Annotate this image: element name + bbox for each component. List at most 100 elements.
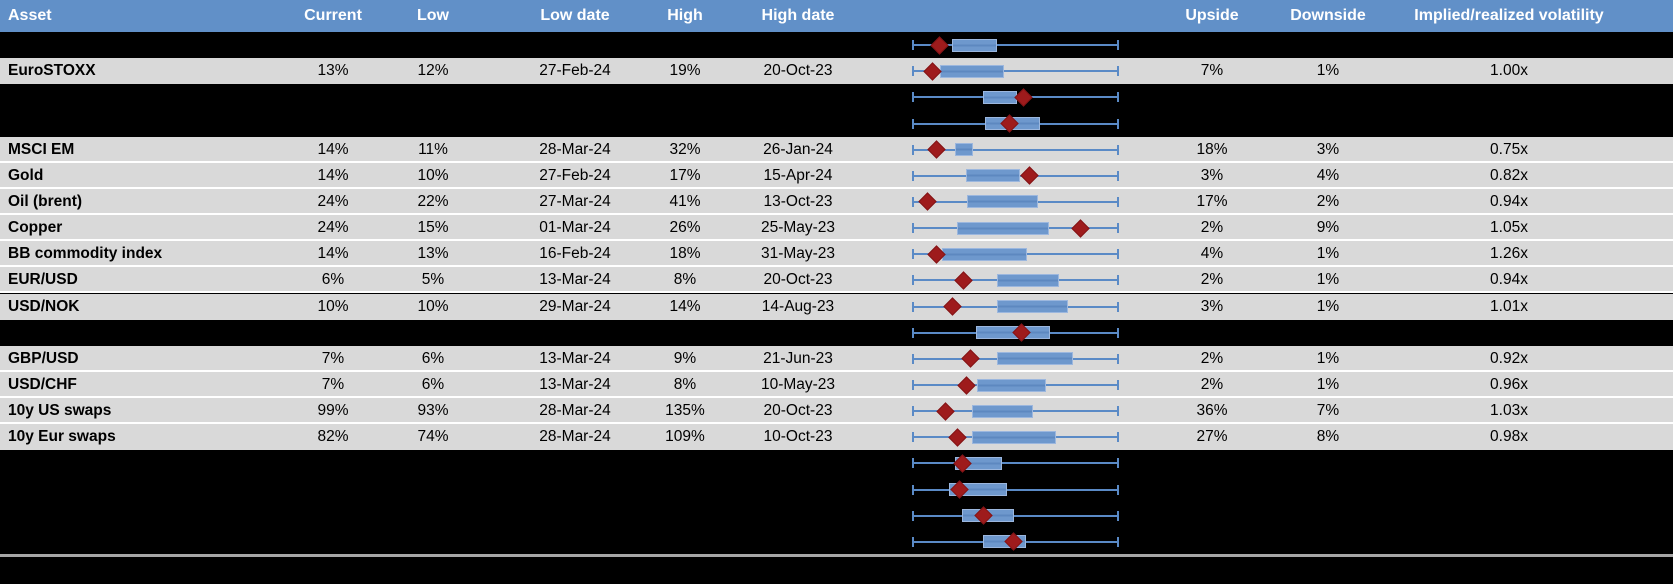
cell-upside: 18% xyxy=(1196,140,1228,158)
cell-current: 6% xyxy=(321,271,345,289)
cell-current: 10% xyxy=(317,297,349,315)
cell-low-date: 27-Mar-24 xyxy=(539,192,611,210)
column-header-upside: Upside xyxy=(1185,7,1239,24)
table-row: GBP/USD 7% 6% 13-Mar-24 9% 21-Jun-23 2% 1% 0.92x xyxy=(0,345,1673,372)
cell-upside: 27% xyxy=(1196,428,1228,446)
cell-impl-real: 0.82x xyxy=(1490,166,1528,184)
cell-high: 41% xyxy=(669,192,701,210)
cell-downside: 3% xyxy=(1316,140,1340,158)
table-row: USD/NOK 10% 10% 29-Mar-24 14% 14-Aug-23 3% 1% 1.… xyxy=(0,293,1673,320)
cell-low: 74% xyxy=(417,428,449,446)
cell-upside: 7% xyxy=(1200,62,1224,80)
cell-high: 8% xyxy=(673,376,697,393)
cell-high-date: 10-Oct-23 xyxy=(763,428,833,446)
table-row: MSCI EM 14% 11% 28-Mar-24 32% 26-Jan-24 18% 3% 0… xyxy=(0,136,1673,163)
cell-upside: 2% xyxy=(1200,349,1224,367)
cell-upside: 3% xyxy=(1200,166,1224,184)
cell-asset: Oil (brent) xyxy=(8,192,83,210)
cell-current: 7% xyxy=(321,376,345,393)
table-row: EUR/USD 6% 5% 13-Mar-24 8% 20-Oct-23 2% 1% 0.94x xyxy=(0,267,1673,294)
cell-upside: 2% xyxy=(1200,376,1224,393)
cell-current: 24% xyxy=(317,219,349,237)
cell-high-date: 15-Apr-24 xyxy=(763,166,833,184)
cell-impl-real: 0.96x xyxy=(1490,376,1528,393)
cell-low-date: 13-Mar-24 xyxy=(539,349,611,367)
cell-upside: 2% xyxy=(1200,219,1224,237)
cell-low: 11% xyxy=(418,140,448,158)
cell-high-date: 10-May-23 xyxy=(760,376,836,393)
cell-asset: USD/CHF xyxy=(8,376,77,393)
cell-low: 15% xyxy=(417,219,449,237)
cell-current: 7% xyxy=(321,349,345,367)
cell-low: 22% xyxy=(417,192,449,210)
cell-upside: 36% xyxy=(1196,402,1228,420)
table-row: 10y US swaps 99% 93% 28-Mar-24 135% 20-Oct-23… xyxy=(0,398,1673,425)
cell-impl-real: 1.01x xyxy=(1490,297,1528,315)
cell-low: 93% xyxy=(417,402,449,420)
table-row: 10y Eur swaps 82% 74% 28-Mar-24 109% 10-Oct-2… xyxy=(0,424,1673,451)
hidden-row xyxy=(0,84,1673,111)
cell-low: 12% xyxy=(417,62,449,80)
cell-low-date: 28-Mar-24 xyxy=(539,428,611,446)
cell-upside: 17% xyxy=(1196,192,1228,210)
cell-current: 99% xyxy=(317,402,349,420)
cell-low-date: 16-Feb-24 xyxy=(539,245,611,263)
hidden-row xyxy=(0,528,1673,555)
cell-high: 32% xyxy=(669,140,701,158)
cell-high-date: 25-May-23 xyxy=(760,219,836,237)
cell-impl-real: 1.00x xyxy=(1490,62,1528,80)
cell-upside: 3% xyxy=(1200,297,1224,315)
column-header-high: High xyxy=(667,7,703,24)
cell-asset: BB commodity index xyxy=(8,245,163,263)
cell-low: 6% xyxy=(421,349,445,367)
hidden-row xyxy=(0,502,1673,529)
cell-low-date: 27-Feb-24 xyxy=(539,62,611,80)
cell-low: 10% xyxy=(417,297,449,315)
cell-high-date: 26-Jan-24 xyxy=(763,140,833,158)
cell-impl-real: 0.75x xyxy=(1490,140,1528,158)
cell-current: 82% xyxy=(317,428,349,446)
cell-downside: 2% xyxy=(1316,192,1340,210)
cell-low: 13% xyxy=(417,245,449,263)
cell-high: 8% xyxy=(673,271,697,289)
cell-current: 14% xyxy=(317,245,349,263)
cell-downside: 9% xyxy=(1316,219,1340,237)
hidden-row xyxy=(0,32,1673,59)
cell-high: 135% xyxy=(665,402,705,420)
hidden-row xyxy=(0,476,1673,503)
table-row: BB commodity index 14% 13% 16-Feb-24 18% 31-M… xyxy=(0,241,1673,268)
cell-low: 10% xyxy=(417,166,449,184)
cell-low-date: 13-Mar-24 xyxy=(539,376,611,393)
cell-impl-real: 0.92x xyxy=(1490,349,1528,367)
column-header-low-date: Low date xyxy=(540,7,610,24)
cell-high-date: 21-Jun-23 xyxy=(763,349,833,367)
cell-asset: GBP/USD xyxy=(8,349,79,367)
cell-upside: 4% xyxy=(1200,245,1224,263)
cell-downside: 1% xyxy=(1316,271,1340,289)
cell-asset: 10y US swaps xyxy=(8,402,112,420)
cell-downside: 8% xyxy=(1316,428,1340,446)
cell-current: 14% xyxy=(317,166,349,184)
cell-impl-real: 0.94x xyxy=(1490,192,1528,210)
cell-asset: EuroSTOXX xyxy=(8,62,96,80)
cell-impl-real: 1.26x xyxy=(1490,245,1528,263)
cell-high: 109% xyxy=(665,428,705,446)
column-header-implied-realized-volatility: Implied/realized volatility xyxy=(1414,7,1604,24)
cell-low: 6% xyxy=(421,376,445,393)
cell-asset: USD/NOK xyxy=(8,297,80,315)
cell-high: 9% xyxy=(673,349,697,367)
table-row: USD/CHF 7% 6% 13-Mar-24 8% 10-May-23 2% 1% 0.96x xyxy=(0,371,1673,399)
cell-high: 19% xyxy=(669,62,701,80)
cell-high-date: 20-Oct-23 xyxy=(763,271,833,289)
hidden-row xyxy=(0,450,1673,477)
cell-asset: 10y Eur swaps xyxy=(8,428,116,446)
cell-impl-real: 1.03x xyxy=(1490,402,1528,420)
cell-impl-real: 0.98x xyxy=(1490,428,1528,446)
cell-current: 13% xyxy=(317,62,349,80)
column-header-downside: Downside xyxy=(1290,7,1366,24)
table-row: Gold 14% 10% 27-Feb-24 17% 15-Apr-24 3% 4% 0.82x xyxy=(0,162,1673,189)
cell-low-date: 28-Mar-24 xyxy=(539,402,611,420)
hidden-row xyxy=(0,110,1673,137)
cell-low-date: 28-Mar-24 xyxy=(539,140,611,158)
